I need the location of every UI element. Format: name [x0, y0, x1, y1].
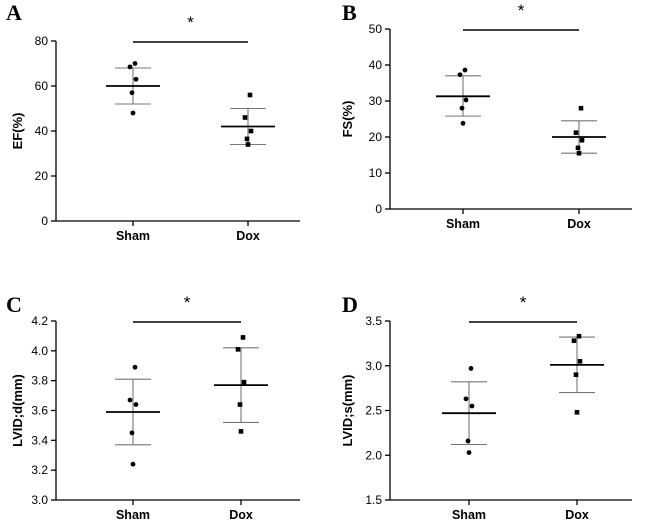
panel-c-dox-data-point — [235, 347, 241, 352]
panel-c-significance-star: * — [184, 293, 191, 312]
panel-a-sham-data-point — [132, 61, 138, 66]
panel-d-x-tick-label: Dox — [565, 508, 589, 522]
panel-b-sham-data-point — [459, 105, 465, 111]
panel-a-y-tick-label: 0 — [41, 214, 48, 228]
panel-d-dox-data-point — [571, 338, 577, 343]
panel-b-sham-data-point — [462, 67, 468, 73]
panel-c-dox-data-point — [241, 379, 247, 385]
panel-a-y-axis-title: EF(%) — [10, 113, 25, 150]
panel-c-sham-data-point — [129, 430, 135, 436]
panel-a-dox-data-point — [248, 128, 254, 134]
panel-a-sham-data-point — [133, 76, 139, 82]
panel-d-y-tick-label: 3.0 — [365, 359, 382, 373]
panel-d-letter: D — [342, 292, 358, 317]
panel-c-y-tick-label: 3.8 — [31, 374, 48, 388]
panel-d-sham-data-point — [468, 366, 474, 371]
panel-d-dox-data-point — [573, 372, 579, 377]
panel-a-sham-data-point — [127, 64, 133, 70]
panel-d-y-tick-label: 2.0 — [365, 448, 382, 462]
panel-d-y-axis-title: LVID;s(mm) — [340, 375, 355, 447]
panel-c-y-tick-label: 3.0 — [31, 493, 48, 507]
panel-a-dox-data-point — [244, 136, 250, 142]
panel-c-y-tick-label: 3.6 — [31, 404, 48, 418]
panel-b-dox-data-point — [573, 130, 579, 135]
panel-d-sham-data-point — [466, 450, 472, 455]
panel-c-sham-data-point — [132, 364, 138, 370]
panel-c-y-tick-label: 4.2 — [31, 314, 48, 328]
panel-c-x-tick-label: Dox — [229, 508, 253, 522]
panel-b-y-axis-title: FS(%) — [340, 101, 355, 138]
panel-b-y-tick-label: 30 — [369, 94, 383, 108]
panel-b-x-tick-label: Sham — [446, 217, 480, 231]
panel-b-dox-data-point — [578, 105, 584, 111]
panel-c-dox-data-point — [237, 402, 243, 407]
panel-c-dox-data-point — [240, 335, 246, 340]
panel-b-sham-data-point — [463, 97, 469, 103]
panel-d-dox-data-point — [577, 358, 583, 364]
panel-c-y-tick-label: 4.0 — [31, 344, 48, 358]
panel-d-y-tick-label: 3.5 — [365, 314, 382, 328]
panel-b-y-tick-label: 10 — [369, 166, 383, 180]
panel-a-significance-star: * — [187, 13, 194, 32]
panel-c-y-tick-label: 3.2 — [31, 463, 48, 477]
panel-b-y-tick-label: 50 — [369, 22, 383, 36]
panel-a-y-tick-label: 40 — [35, 124, 49, 138]
panel-a-y-tick-label: 20 — [35, 169, 49, 183]
panel-a-y-tick-label: 60 — [35, 79, 49, 93]
panel-a-x-tick-label: Sham — [116, 229, 150, 243]
panel-b-dox-data-point — [576, 150, 582, 156]
panel-b-sham-data-point — [457, 72, 463, 78]
panel-d-sham-data-point — [469, 403, 475, 409]
panel-d-x-tick-label: Sham — [452, 508, 486, 522]
panel-a-dox-data-point — [242, 115, 248, 120]
panel-c-sham-data-point — [127, 397, 133, 403]
panel-b-significance-star: * — [518, 1, 525, 20]
panel-a-sham-data-point — [130, 110, 136, 116]
panel-a-sham-data-point — [129, 90, 135, 96]
panel-a-y-tick-label: 80 — [35, 34, 49, 48]
panel-c-sham-data-point — [130, 461, 136, 467]
panel-d-dox-data-point — [574, 409, 580, 415]
panel-d-sham-data-point — [465, 438, 471, 444]
panel-b-dox-data-point — [579, 137, 585, 143]
panel-d-significance-star: * — [520, 293, 527, 312]
panel-a-dox-data-point — [245, 142, 251, 147]
panel-c-y-tick-label: 3.4 — [31, 433, 48, 447]
panel-b-y-tick-label: 40 — [369, 58, 383, 72]
panel-b-x-tick-label: Dox — [567, 217, 591, 231]
panel-d-y-tick-label: 2.5 — [365, 404, 382, 418]
panel-c-x-tick-label: Sham — [116, 508, 150, 522]
panel-a-x-tick-label: Dox — [236, 229, 260, 243]
panel-d-dox-data-point — [576, 333, 582, 339]
panel-b-dox-data-point — [575, 145, 581, 151]
panel-b-letter: B — [342, 0, 357, 25]
panel-d-sham-data-point — [463, 396, 469, 402]
panel-b-y-tick-label: 0 — [375, 202, 382, 216]
panel-b-y-tick-label: 20 — [369, 130, 383, 144]
panel-c-y-axis-title: LVID;d(mm) — [10, 374, 25, 447]
panel-a-dox-data-point — [247, 92, 253, 98]
panel-a-letter: A — [6, 0, 22, 25]
panel-c-dox-data-point — [238, 429, 244, 434]
panel-b-sham-data-point — [460, 120, 466, 126]
panel-d-y-tick-label: 1.5 — [365, 493, 382, 507]
panel-c-sham-data-point — [133, 402, 139, 407]
panel-c-letter: C — [6, 292, 22, 317]
